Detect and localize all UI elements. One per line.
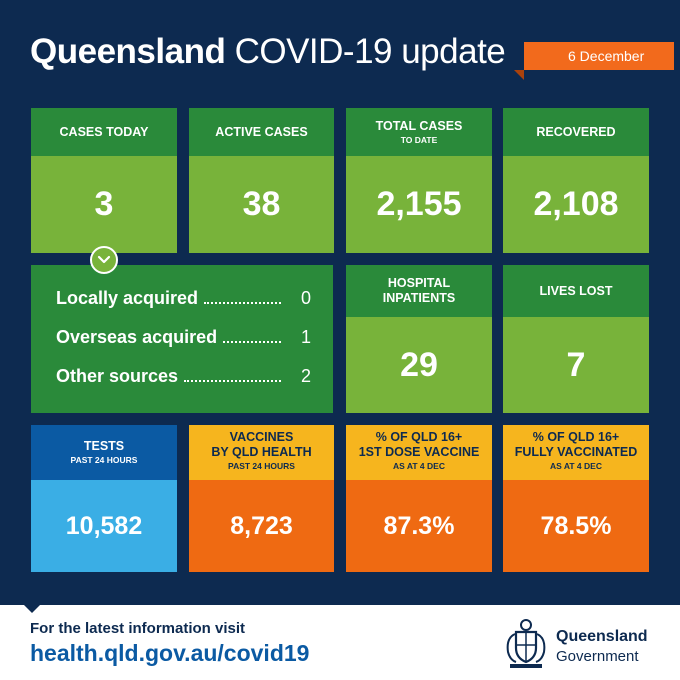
card-header: TOTAL CASES TO DATE [346,108,492,156]
card-value: 7 [566,345,586,384]
card-label-line2: FULLY VACCINATED [514,445,638,459]
card-value: 78.5% [540,511,612,540]
card-sublabel: AS AT 4 DEC [550,461,602,471]
card-header: CASES TODAY [31,108,177,156]
dot-leader [184,368,281,382]
card-body: 8,723 [189,480,334,572]
card-body: 38 [189,156,334,253]
card-header: TESTS PAST 24 HOURS [31,425,177,480]
breakdown-label: Overseas acquired [56,327,218,347]
card-label-line2: 1ST DOSE VACCINE [358,445,480,459]
date-ribbon: 6 December [514,42,674,80]
card-body: 29 [346,317,492,413]
card-value: 29 [400,345,438,384]
card-recovered: RECOVERED 2,108 [503,108,649,253]
card-label: TESTS [83,439,125,453]
breakdown-label: Locally acquired [56,288,199,308]
card-label: LIVES LOST [539,284,613,298]
card-value: 8,723 [230,511,293,540]
card-body: 3 [31,156,177,253]
card-header: ACTIVE CASES [189,108,334,156]
government-subtitle: Government [556,648,639,665]
card-value: 2,155 [376,185,462,223]
card-lives-lost: LIVES LOST 7 [503,265,649,413]
card-cases-today: CASES TODAY 3 [31,108,177,253]
card-value: 2,108 [533,185,619,223]
card-sublabel: AS AT 4 DEC [393,461,445,471]
card-body: 7 [503,317,649,413]
card-header: VACCINES BY QLD HEALTH PAST 24 HOURS [189,425,334,480]
card-label: CASES TODAY [59,125,149,139]
card-body: 78.5% [503,480,649,572]
queensland-coat-of-arms-icon [502,618,550,670]
card-header: LIVES LOST [503,265,649,317]
card-label-line2: INPATIENTS [382,291,456,305]
card-first-dose: % OF QLD 16+ 1ST DOSE VACCINE AS AT 4 DE… [346,425,492,572]
breakdown-row-other: Other sources 2 [56,366,311,390]
card-label: TOTAL CASES [375,119,463,133]
dot-leader [204,290,281,304]
card-total-cases: TOTAL CASES TO DATE 2,155 [346,108,492,253]
card-label-line1: % OF QLD 16+ [532,430,620,444]
breakdown-label: Other sources [56,366,179,386]
card-value: 87.3% [383,511,455,540]
footer-prompt: For the latest information visit [30,620,246,637]
breakdown-value: 2 [300,366,311,386]
card-sublabel: PAST 24 HOURS [70,455,138,465]
card-header: % OF QLD 16+ 1ST DOSE VACCINE AS AT 4 DE… [346,425,492,480]
card-label: ACTIVE CASES [215,125,308,139]
card-tests: TESTS PAST 24 HOURS 10,582 [31,425,177,572]
date-label: 6 December [568,48,645,64]
card-hospital-inpatients: HOSPITAL INPATIENTS 29 [346,265,492,413]
card-body: 2,155 [346,156,492,253]
card-value: 38 [242,185,281,223]
card-sublabel: PAST 24 HOURS [228,461,295,471]
chevron-down-icon [90,246,118,274]
card-label: RECOVERED [536,125,616,139]
breakdown-value: 0 [300,288,311,308]
card-fully-vaccinated: % OF QLD 16+ FULLY VACCINATED AS AT 4 DE… [503,425,649,572]
breakdown-row-overseas: Overseas acquired 1 [56,327,311,351]
card-header: % OF QLD 16+ FULLY VACCINATED AS AT 4 DE… [503,425,649,480]
card-header: HOSPITAL INPATIENTS [346,265,492,317]
breakdown-value: 1 [300,327,311,347]
card-body: 87.3% [346,480,492,572]
title-bold: Queensland [30,32,226,71]
card-active-cases: ACTIVE CASES 38 [189,108,334,253]
card-value: 10,582 [65,511,143,540]
card-header: RECOVERED [503,108,649,156]
page-title: Queensland COVID-19 update [30,32,506,72]
ribbon-fold [514,70,524,80]
title-rest: COVID-19 update [234,32,506,71]
breakdown-row-local: Locally acquired 0 [56,288,311,312]
card-label-line1: % OF QLD 16+ [375,430,463,444]
footer-pointer [24,605,40,613]
card-body: 10,582 [31,480,177,572]
coat-of-arms-glyph [506,619,546,668]
chevron-down-glyph [97,255,111,264]
dot-leader [223,329,281,343]
card-label-line1: HOSPITAL [387,276,451,290]
government-name: Queensland [556,628,648,645]
card-value: 3 [94,185,114,223]
update-panel: Queensland COVID-19 update 6 December CA… [0,0,680,605]
card-label-line2: BY QLD HEALTH [211,445,312,459]
card-label-line1: VACCINES [229,430,294,444]
card-body: 2,108 [503,156,649,253]
case-source-breakdown: Locally acquired 0 Overseas acquired 1 O… [31,265,333,413]
card-sublabel: TO DATE [400,135,438,145]
card-vaccines: VACCINES BY QLD HEALTH PAST 24 HOURS 8,7… [189,425,334,572]
covid-info-link[interactable]: health.qld.gov.au/covid19 [30,640,310,666]
